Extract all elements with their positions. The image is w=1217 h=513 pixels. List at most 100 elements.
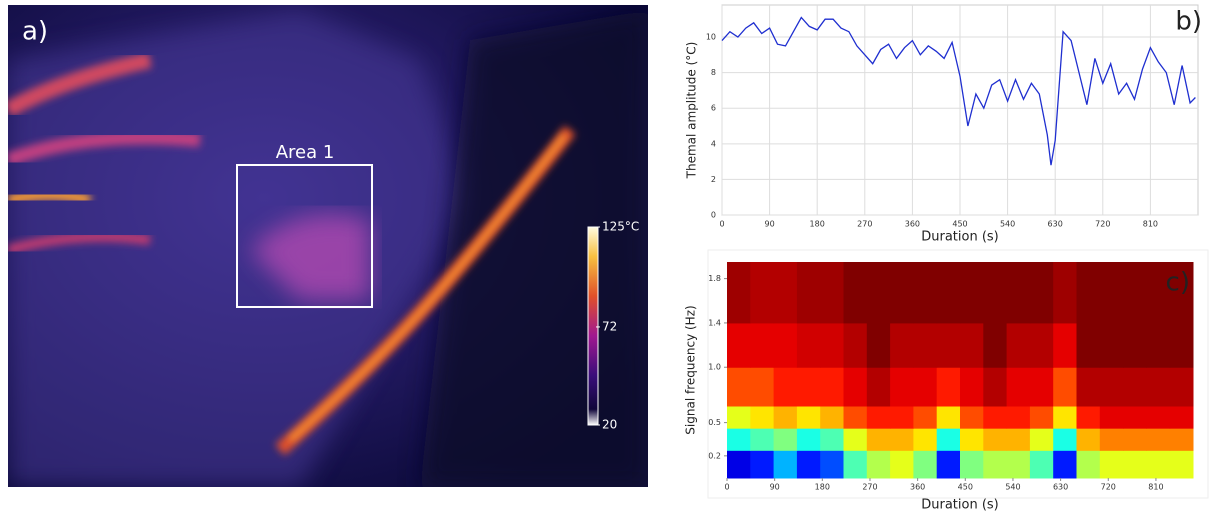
heatmap-cell (1076, 322, 1101, 368)
heatmap-cell (936, 322, 961, 368)
panel-frame (707, 249, 1209, 499)
heatmap-cell (913, 428, 938, 451)
heatmap-cell (750, 406, 775, 429)
heatmap-cell (1146, 367, 1171, 407)
heatmap-cell (1099, 428, 1124, 451)
heatmap-cell (1053, 262, 1077, 324)
y-tick-label: 1.4 (708, 318, 721, 327)
heatmap-cell (820, 406, 844, 429)
heatmap-cell (960, 322, 984, 368)
x-tick-label: 810 (1148, 483, 1163, 492)
x-tick-label: 630 (1048, 220, 1063, 229)
annotation: Area 1 (276, 142, 335, 163)
heatmap-cell (796, 262, 821, 324)
heatmap-cell (936, 262, 961, 324)
heatmap-cell (1006, 367, 1031, 407)
heatmap-cell (1053, 406, 1077, 429)
x-tick-label: 450 (958, 483, 973, 492)
heatmap-cell (913, 367, 938, 407)
heatmap-cell (913, 450, 938, 479)
heatmap-cell (1029, 428, 1054, 451)
heatmap-cell (843, 367, 868, 407)
heatmap-cell (1123, 428, 1147, 451)
heatmap-cell (773, 367, 798, 407)
heatmap-cell (820, 322, 844, 368)
heatmap-cell (1146, 322, 1171, 368)
heatmap-cell (1099, 406, 1124, 429)
heatmap-cell (1006, 450, 1031, 479)
heatmap-cell (1076, 450, 1101, 479)
heatmap-cell (820, 428, 844, 451)
heatmap-cell (983, 322, 1008, 368)
x-tick-label: 540 (1005, 483, 1020, 492)
heatmap-cell (1146, 450, 1171, 479)
heatmap-cell (890, 406, 914, 429)
data-line (721, 16, 1196, 166)
heatmap-cell (1146, 406, 1171, 429)
y-tick-label: 0.2 (708, 451, 721, 460)
heatmap-cell (727, 450, 751, 479)
panel-label: a) (22, 17, 48, 47)
heatmap-cell (1006, 428, 1031, 451)
x-tick-label: 630 (1053, 483, 1068, 492)
heatmap-cell (773, 262, 798, 324)
heatmap-cell (936, 450, 961, 479)
heatmap-cell (1123, 367, 1147, 407)
heatmap-cell (843, 406, 868, 429)
heatmap-cell (1006, 262, 1031, 324)
x-tick-label: 270 (857, 220, 872, 229)
x-tick-label: 0 (724, 483, 729, 492)
y-tick-label: 0.5 (708, 418, 721, 427)
heatmap-cell (773, 322, 798, 368)
heatmap-cell (1076, 428, 1101, 451)
heatmap-cell (1053, 322, 1077, 368)
heatmap-cell (960, 262, 984, 324)
heatmap-cell (1146, 262, 1171, 324)
heatmap-cell (796, 428, 821, 451)
heatmap-cell (983, 428, 1008, 451)
heatmap-cell (1099, 367, 1124, 407)
y-axis-label: Signal frequency (Hz) (684, 305, 698, 434)
heatmap-cell (866, 428, 891, 451)
heatmap-cell (913, 262, 938, 324)
heatmap-cell (1123, 262, 1147, 324)
heatmap-cell (1099, 450, 1124, 479)
x-tick-label: 450 (952, 220, 967, 229)
x-tick-label: 90 (770, 483, 780, 492)
y-tick-label: 10 (706, 33, 716, 42)
x-tick-label: 360 (905, 220, 920, 229)
x-tick-label: 180 (810, 220, 825, 229)
heatmap-cell (890, 428, 914, 451)
heatmap-cell (843, 450, 868, 479)
x-tick-label: 90 (765, 220, 775, 229)
y-tick-label: 1.8 (708, 274, 721, 283)
heatmap-cell (960, 428, 984, 451)
heatmap-cell (1029, 322, 1054, 368)
colorbar-label: 72 (602, 319, 617, 333)
heatmap-cell (1029, 367, 1054, 407)
heatmap-cell (1099, 262, 1124, 324)
heatmap-cell (960, 367, 984, 407)
heatmap-cell (1053, 367, 1077, 407)
heatmap-cell (960, 406, 984, 429)
heatmap-cell (796, 406, 821, 429)
heatmap-cell (983, 450, 1008, 479)
heatmap-cell (1076, 367, 1101, 407)
heatmap-cell (727, 406, 751, 429)
heatmap-cell (820, 367, 844, 407)
heatmap-cell (1006, 406, 1031, 429)
heatmap-cell (1076, 262, 1101, 324)
x-tick-label: 0 (719, 220, 724, 229)
heatmap-cell (750, 262, 775, 324)
heatmap-cell (796, 322, 821, 368)
x-tick-label: 540 (1000, 220, 1015, 229)
y-tick-label: 2 (711, 175, 716, 184)
heatmap-cell (983, 262, 1008, 324)
heatmap-cell (1099, 322, 1124, 368)
heatmap-cell (1006, 322, 1031, 368)
heatmap-cell (1123, 406, 1147, 429)
heatmap-cell (913, 322, 938, 368)
heatmap-cell (890, 262, 914, 324)
